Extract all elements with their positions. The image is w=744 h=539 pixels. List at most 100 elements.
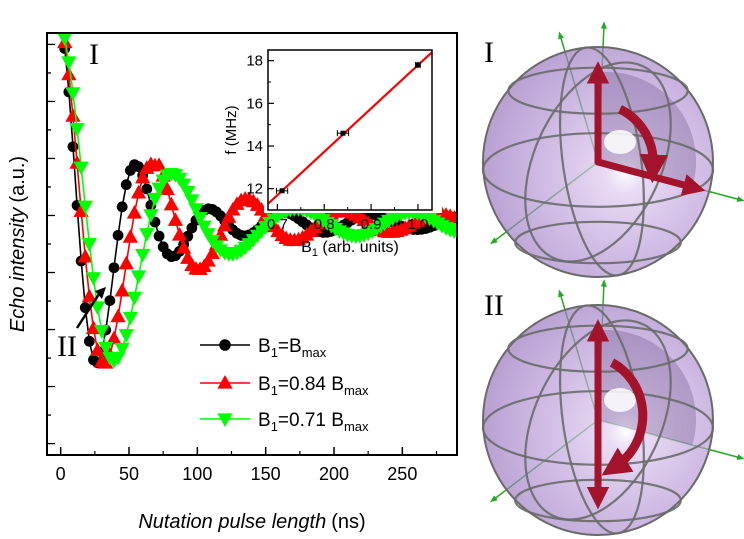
data-point (159, 181, 175, 196)
inset-y-tick-label: 18 (246, 53, 263, 70)
series-triangle-up (53, 16, 457, 369)
data-point (55, 18, 66, 29)
main-x-tick-label: 150 (251, 464, 281, 484)
inset-plot-frame (267, 49, 433, 211)
inset-fit-line (267, 51, 433, 205)
main-x-tick-label: 50 (119, 464, 139, 484)
data-point (180, 185, 196, 200)
sphere-highlight (604, 130, 636, 154)
data-point (153, 230, 165, 242)
data-point (221, 209, 237, 223)
inset-data-point (415, 61, 421, 69)
data-point (85, 272, 102, 286)
main-y-axis-label: Echo intensity (a.u.) (7, 156, 29, 332)
data-point (122, 229, 138, 243)
inset-x-ticks: 0.7 0.8 0.9 1.0 (267, 204, 428, 233)
data-point (133, 161, 144, 173)
rotation-arrow (601, 358, 648, 476)
bloch-sphere-1: I (481, 21, 744, 278)
inset-x-label-rest: (arb. units) (318, 239, 399, 256)
annotation-II-pointer (75, 293, 101, 329)
inset-points-layer (275, 61, 421, 194)
legend-marker (219, 339, 231, 351)
data-point (98, 341, 114, 356)
legend-marker (217, 413, 233, 427)
rotation-plane (598, 329, 697, 446)
annotation-II: II (57, 330, 77, 363)
data-point (176, 178, 192, 193)
data-point (110, 308, 126, 323)
data-point (188, 203, 204, 217)
data-point (122, 311, 138, 326)
data-point (167, 212, 184, 226)
sphere-highlight (604, 388, 636, 412)
inset-data-point (275, 187, 289, 194)
data-point (81, 238, 97, 252)
inset-x-label-main: B (301, 239, 312, 256)
data-point (135, 169, 151, 184)
data-point (77, 248, 93, 263)
data-point (141, 183, 153, 195)
series-triangle-down (53, 18, 457, 369)
data-point (77, 200, 93, 215)
inset-y-tick-label: 12 (246, 181, 263, 198)
main-x-tick-label: 100 (182, 464, 212, 484)
data-point (130, 270, 147, 284)
data-point (104, 295, 116, 306)
main-x-label-unit: (ns) (331, 511, 365, 533)
main-x-tick-label: 0 (56, 464, 66, 484)
annotation-II-arrowhead (95, 287, 106, 299)
main-x-tick-label: 200 (319, 464, 349, 484)
data-point (108, 262, 120, 274)
data-point (65, 87, 81, 101)
data-point (217, 217, 233, 232)
main-x-tick-label: 250 (387, 464, 417, 484)
data-point (200, 253, 216, 267)
data-point (135, 248, 151, 263)
meridian-ring-2 (524, 61, 672, 263)
sphere-label: I (484, 36, 494, 69)
bloch-sphere-2: II (481, 279, 744, 536)
main-x-ticks: 0 50 100 150 200 250 (56, 447, 438, 484)
meridian-ring-2 (524, 319, 672, 521)
data-point (98, 354, 114, 369)
data-point (118, 255, 134, 270)
inset-x-tick-label: 0.8 (314, 216, 335, 233)
data-point (53, 18, 68, 32)
inset-x-tick-label: 1.0 (408, 216, 429, 233)
legend-label: B1=0.84 Bmax (258, 374, 369, 398)
main-y-label-unit: (a.u.) (7, 156, 29, 203)
data-point (163, 196, 179, 211)
legend-label: B1=Bmax (258, 336, 327, 360)
inset-y-axis-label: f (MHz) (223, 105, 240, 154)
inset-y-tick-label: 16 (246, 95, 263, 112)
data-point (94, 324, 110, 339)
inset-x-tick-label: 0.7 (267, 216, 288, 233)
inset-x-axis-label: B1 (arb. units) (301, 239, 399, 259)
data-point (106, 330, 122, 345)
data-point (73, 161, 89, 176)
data-point (204, 245, 220, 260)
data-point (126, 291, 143, 306)
sphere-label: II (484, 289, 504, 322)
data-point (446, 225, 457, 240)
main-chart: 0 50 100 150 200 250 Nutation pulse length (ns… (7, 16, 458, 533)
data-point (176, 239, 192, 254)
bloch-spheres: III (481, 21, 744, 536)
inset-fit-layer (267, 51, 433, 205)
main-legend: B1=Bmax B1=0.84 Bmax B1=0.71 Bmax (200, 336, 369, 434)
data-point (53, 16, 68, 30)
data-point (114, 282, 130, 297)
data-point (196, 220, 212, 235)
rotation-arrow (617, 105, 669, 184)
data-point (116, 201, 128, 213)
data-point (112, 229, 124, 241)
data-point (61, 66, 77, 81)
data-point (61, 56, 77, 70)
main-y-label-italic: Echo intensity (7, 207, 29, 333)
main-y-ticks (47, 43, 55, 445)
data-point (184, 194, 200, 208)
data-point (151, 157, 167, 172)
data-point (120, 179, 132, 191)
main-x-axis-label: Nutation pulse length (ns) (138, 511, 365, 533)
